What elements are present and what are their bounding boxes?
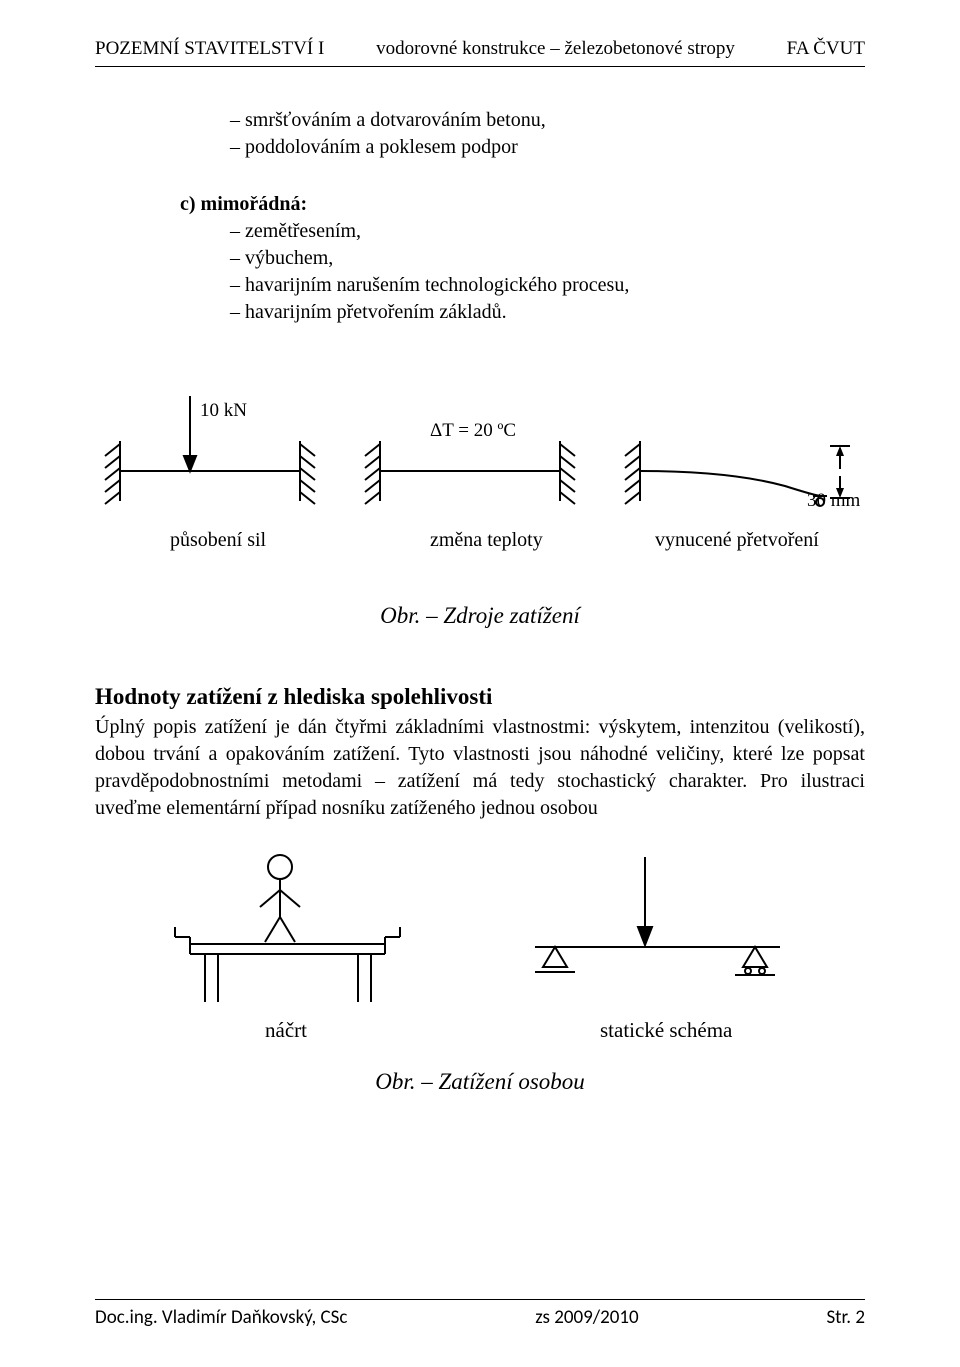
list-item: – výbuchem, [230, 245, 865, 272]
list-item: – smršťováním a dotvarováním betonu, [230, 107, 865, 134]
figure1-caption: Obr. – Zdroje zatížení [95, 603, 865, 629]
fig1-cap2: změna teploty [430, 529, 543, 551]
fig1-disp-label: 30 mm [807, 490, 861, 511]
figure2-caption: Obr. – Zatížení osobou [95, 1069, 865, 1095]
figure2-svg: náčrt statické schéma [130, 842, 830, 1042]
list-item: – havarijním narušením technologického p… [230, 272, 865, 299]
figure-load-sources: 10 kN působení sil ΔT = 20 ºC změna tepl… [95, 386, 865, 629]
header-right: FA ČVUT [787, 38, 865, 60]
body-text-block: – smršťováním a dotvarováním betonu, – p… [95, 107, 865, 326]
figure-person-load: náčrt statické schéma Obr. – Zatížení os… [95, 842, 865, 1095]
header-mid: vodorovné konstrukce – železobetonové st… [376, 38, 735, 60]
fig1-cap1: působení sil [170, 529, 267, 551]
fig1-temp-label: ΔT = 20 ºC [430, 420, 516, 441]
footer-mid: zs 2009/2010 [535, 1306, 638, 1329]
section-c: c) mimořádná: – zemětřesením, – výbuchem… [95, 191, 865, 326]
page-header: POZEMNÍ STAVITELSTVÍ I vodorovné konstru… [95, 38, 865, 67]
footer-left: Doc.ing. Vladimír Daňkovský, CSc [95, 1306, 347, 1329]
section-c-label: c) mimořádná: [180, 193, 307, 215]
section-heading: Hodnoty zatížení z hlediska spolehlivost… [95, 684, 865, 710]
figure1-svg: 10 kN působení sil ΔT = 20 ºC změna tepl… [95, 386, 865, 576]
fig1-cap3: vynucené přetvoření [655, 529, 819, 551]
fig1-force-label: 10 kN [200, 400, 247, 421]
list-item: – zemětřesením, [230, 218, 865, 245]
footer-right: Str. 2 [826, 1306, 865, 1329]
list-item: – poddolováním a poklesem podpor [230, 134, 865, 161]
header-left: POZEMNÍ STAVITELSTVÍ I [95, 38, 324, 60]
section-c-heading: c) mimořádná: [180, 191, 865, 218]
list-item: – havarijním přetvořením základů. [230, 299, 865, 326]
paragraph: Úplný popis zatížení je dán čtyřmi zákla… [95, 714, 865, 822]
fig2-cap1: náčrt [265, 1018, 307, 1042]
page-footer: Doc.ing. Vladimír Daňkovský, CSc zs 2009… [95, 1299, 865, 1329]
fig2-cap2: statické schéma [600, 1018, 733, 1042]
